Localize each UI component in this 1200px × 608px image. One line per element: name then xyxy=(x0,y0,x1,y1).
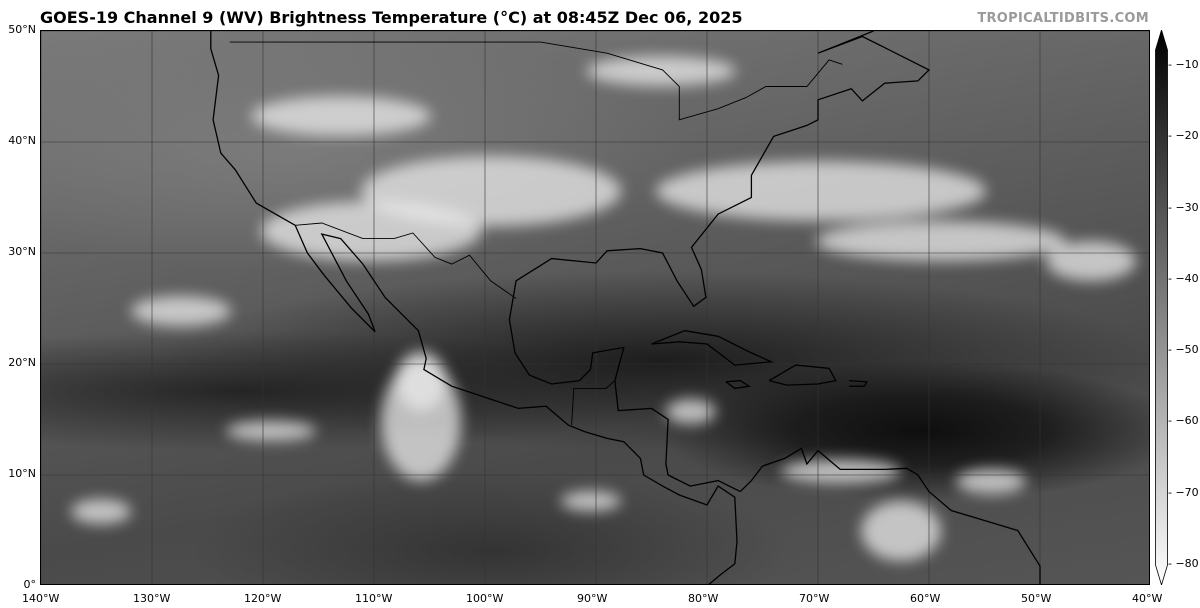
colorbar-tick-label: - −20 xyxy=(1168,129,1199,143)
cloud-patch xyxy=(561,491,621,511)
lon-tick-label: 60°W xyxy=(910,592,941,605)
cloud-patch xyxy=(816,221,1066,261)
cloud-patch xyxy=(71,498,131,524)
colorbar-gradient xyxy=(1155,30,1168,585)
coastline-puerto-rico xyxy=(849,379,868,387)
colorbar-tick-label: - −60 xyxy=(1168,414,1199,428)
colorbar-tick-label: - −40 xyxy=(1168,271,1199,285)
lon-tick-label: 120°W xyxy=(244,592,282,605)
colorbar-tick-label: - −10 xyxy=(1168,58,1199,71)
colorbar-tick-label: - −30 xyxy=(1168,200,1199,214)
cloud-patch xyxy=(251,96,431,136)
cloud-patch xyxy=(781,458,901,484)
lon-tick-label: 110°W xyxy=(355,592,393,605)
map-overlay xyxy=(41,31,1149,584)
lon-tick-label: 40°W xyxy=(1132,592,1163,605)
coastline-jamaica xyxy=(725,379,752,390)
cloud-patch xyxy=(226,421,316,441)
cloud-patch xyxy=(131,296,231,326)
lat-tick-label: 40°N xyxy=(8,134,36,147)
lon-tick-label: 130°W xyxy=(133,592,171,605)
lon-tick-label: 80°W xyxy=(688,592,719,605)
border-central-america xyxy=(571,380,616,426)
cloud-patch xyxy=(361,156,621,226)
lat-tick-label: 50°N xyxy=(8,23,36,36)
lat-tick-label: 0° xyxy=(23,578,37,591)
colorbar xyxy=(1155,30,1168,585)
cloud-patch xyxy=(861,501,941,561)
coastline-gulf xyxy=(508,31,931,493)
lon-tick-label: 100°W xyxy=(466,592,504,605)
colorbar-tick-label: - −50 xyxy=(1168,343,1199,357)
lat-tick-label: 20°N xyxy=(8,356,36,369)
lon-tick-label: 90°W xyxy=(577,592,608,605)
map-title: GOES-19 Channel 9 (WV) Brightness Temper… xyxy=(40,8,743,27)
border-us-mexico xyxy=(295,222,517,299)
lat-tick-label: 10°N xyxy=(8,467,36,480)
colorbar-tick-label: - −70 xyxy=(1168,485,1199,499)
lat-tick-label: 30°N xyxy=(8,245,36,258)
lon-tick-label: 140°W xyxy=(22,592,60,605)
coastline-south-america xyxy=(739,447,1041,584)
cloud-patch xyxy=(956,468,1026,494)
cloud-layer xyxy=(41,31,1149,584)
cloud-patch xyxy=(656,161,986,221)
border-us-canada xyxy=(229,41,843,121)
lon-tick-label: 70°W xyxy=(799,592,830,605)
coastline-cuba xyxy=(651,330,774,366)
satellite-map xyxy=(40,30,1150,585)
cloud-patch xyxy=(396,351,446,411)
colorbar-tick-label: - −80 xyxy=(1168,557,1199,570)
coastline-north-america xyxy=(210,31,738,584)
cloud-patch xyxy=(1046,241,1136,281)
credit-watermark: TROPICALTIDBITS.COM xyxy=(977,11,1149,26)
cloud-patch xyxy=(586,56,736,86)
lon-tick-label: 50°W xyxy=(1021,592,1052,605)
cloud-patch xyxy=(666,398,716,424)
coastline-hispaniola xyxy=(768,364,837,386)
